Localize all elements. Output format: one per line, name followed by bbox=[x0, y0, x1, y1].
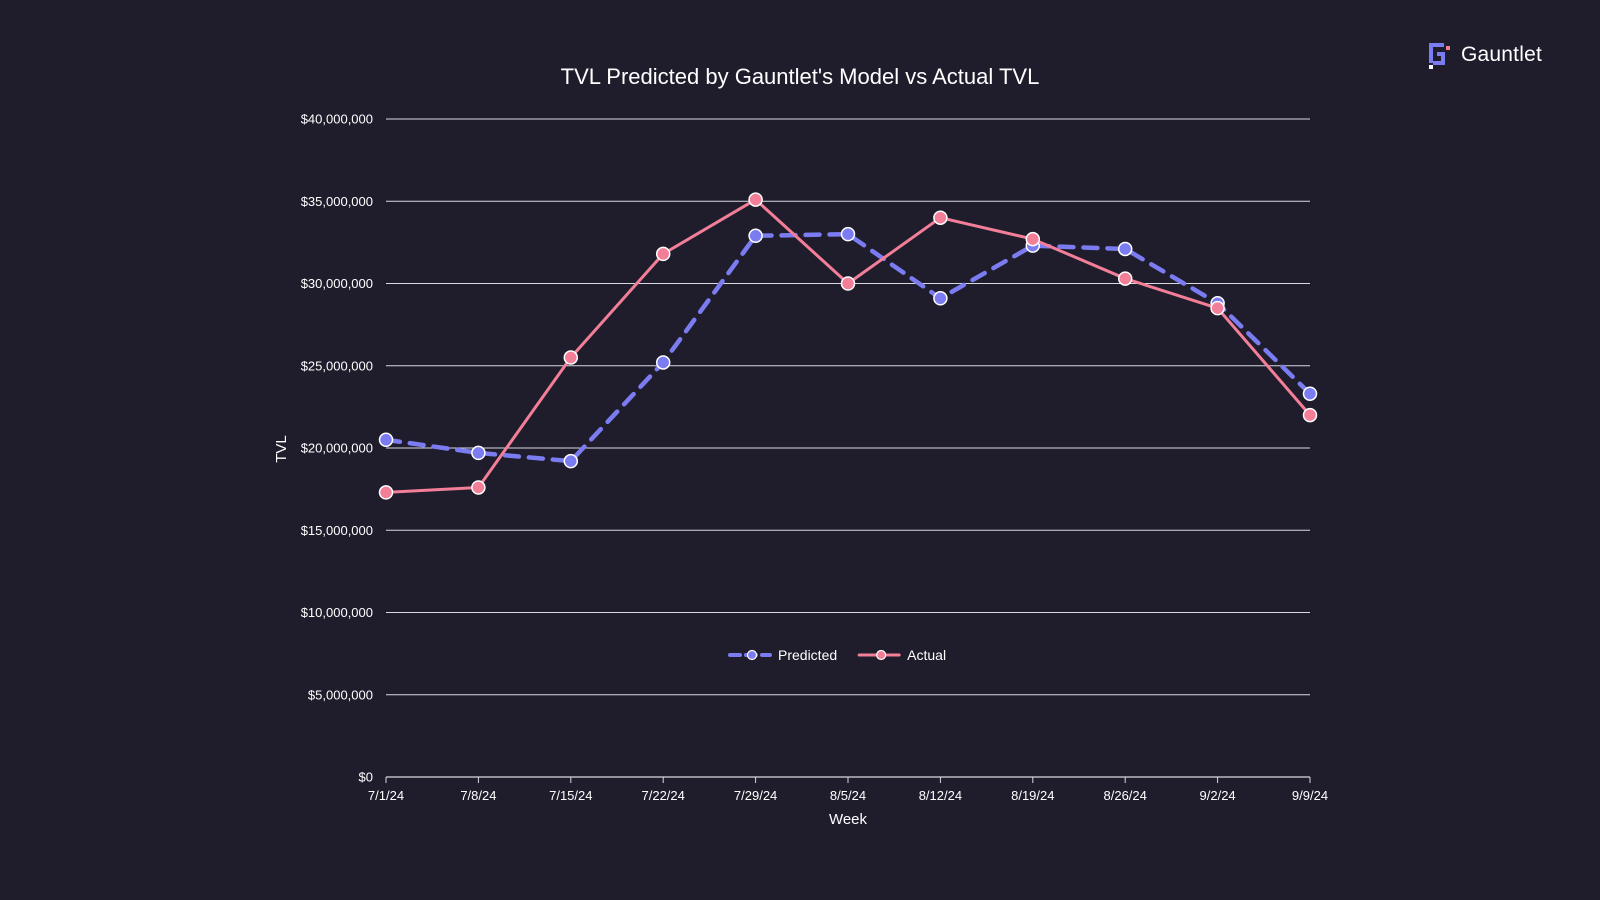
chart-title: TVL Predicted by Gauntlet's Model vs Act… bbox=[561, 64, 1040, 89]
data-point-actual bbox=[748, 192, 763, 207]
data-point-predicted bbox=[933, 291, 948, 306]
brand-name: Gauntlet bbox=[1461, 43, 1542, 66]
y-tick-label: $40,000,000 bbox=[301, 112, 373, 127]
data-point-predicted bbox=[1302, 386, 1318, 401]
logo-corner-square bbox=[1429, 65, 1433, 69]
x-tick-label: 7/8/24 bbox=[460, 788, 496, 803]
legend: Predicted Actual bbox=[728, 647, 946, 663]
series-line-predicted bbox=[383, 231, 1313, 464]
legend-marker-actual bbox=[876, 649, 887, 661]
legend-item-predicted: Predicted bbox=[728, 647, 837, 663]
x-axis-label: Week bbox=[829, 811, 868, 828]
legend-label-predicted: Predicted bbox=[778, 647, 837, 663]
y-tick-label: $30,000,000 bbox=[301, 276, 373, 291]
data-point-actual bbox=[933, 210, 948, 225]
x-tick-label: 8/19/24 bbox=[1011, 788, 1054, 803]
data-point-actual bbox=[1210, 300, 1225, 316]
gauntlet-logo-icon bbox=[1429, 43, 1450, 69]
legend-marker-predicted bbox=[746, 649, 758, 661]
data-point-actual bbox=[840, 276, 856, 291]
x-tick-label: 7/1/24 bbox=[368, 788, 404, 803]
series-actual bbox=[378, 192, 1318, 500]
x-tick-label: 8/12/24 bbox=[919, 788, 962, 803]
data-point-actual bbox=[1025, 231, 1041, 247]
data-point-predicted bbox=[471, 445, 486, 461]
data-point-actual bbox=[471, 480, 486, 495]
series-lines bbox=[378, 192, 1318, 500]
data-point-predicted bbox=[563, 453, 579, 469]
series-predicted bbox=[378, 226, 1318, 469]
y-tick-label: $15,000,000 bbox=[301, 523, 373, 538]
y-tick-label: $25,000,000 bbox=[301, 358, 373, 373]
x-tick-label: 7/29/24 bbox=[734, 788, 777, 803]
data-point-predicted bbox=[655, 355, 671, 370]
y-tick-label: $10,000,000 bbox=[301, 605, 373, 620]
data-point-actual bbox=[1117, 271, 1133, 286]
data-point-predicted bbox=[1117, 241, 1133, 257]
data-point-actual bbox=[1302, 407, 1318, 423]
legend-item-actual: Actual bbox=[857, 647, 946, 663]
logo-accent-square bbox=[1446, 46, 1450, 50]
data-point-actual bbox=[655, 246, 671, 262]
y-tick-label: $0 bbox=[359, 770, 373, 785]
logo-mark-shape bbox=[1429, 43, 1445, 65]
legend-label-actual: Actual bbox=[907, 647, 946, 663]
data-point-predicted bbox=[840, 226, 856, 242]
x-tick-label: 7/15/24 bbox=[549, 788, 592, 803]
x-tick-label: 8/26/24 bbox=[1104, 788, 1147, 803]
data-point-actual bbox=[378, 485, 394, 500]
data-point-predicted bbox=[378, 432, 394, 448]
y-tick-label: $35,000,000 bbox=[301, 194, 373, 209]
data-point-actual bbox=[563, 350, 579, 365]
x-tick-label: 9/9/24 bbox=[1292, 788, 1328, 803]
y-tick-label: $5,000,000 bbox=[308, 687, 373, 702]
y-axis-label: TVL bbox=[273, 435, 290, 463]
x-tick-label: 8/5/24 bbox=[830, 788, 866, 803]
y-tick-label: $20,000,000 bbox=[301, 441, 373, 456]
brand-logo: Gauntlet bbox=[1427, 40, 1542, 70]
axes: $0 $5,000,000 $10,000,000 $15,000,000 $20,00… bbox=[301, 112, 1328, 804]
gridlines bbox=[386, 118, 1310, 696]
x-tick-label: 7/22/24 bbox=[642, 788, 685, 803]
data-point-predicted bbox=[748, 228, 763, 244]
x-tick-label: 9/2/24 bbox=[1200, 788, 1236, 803]
